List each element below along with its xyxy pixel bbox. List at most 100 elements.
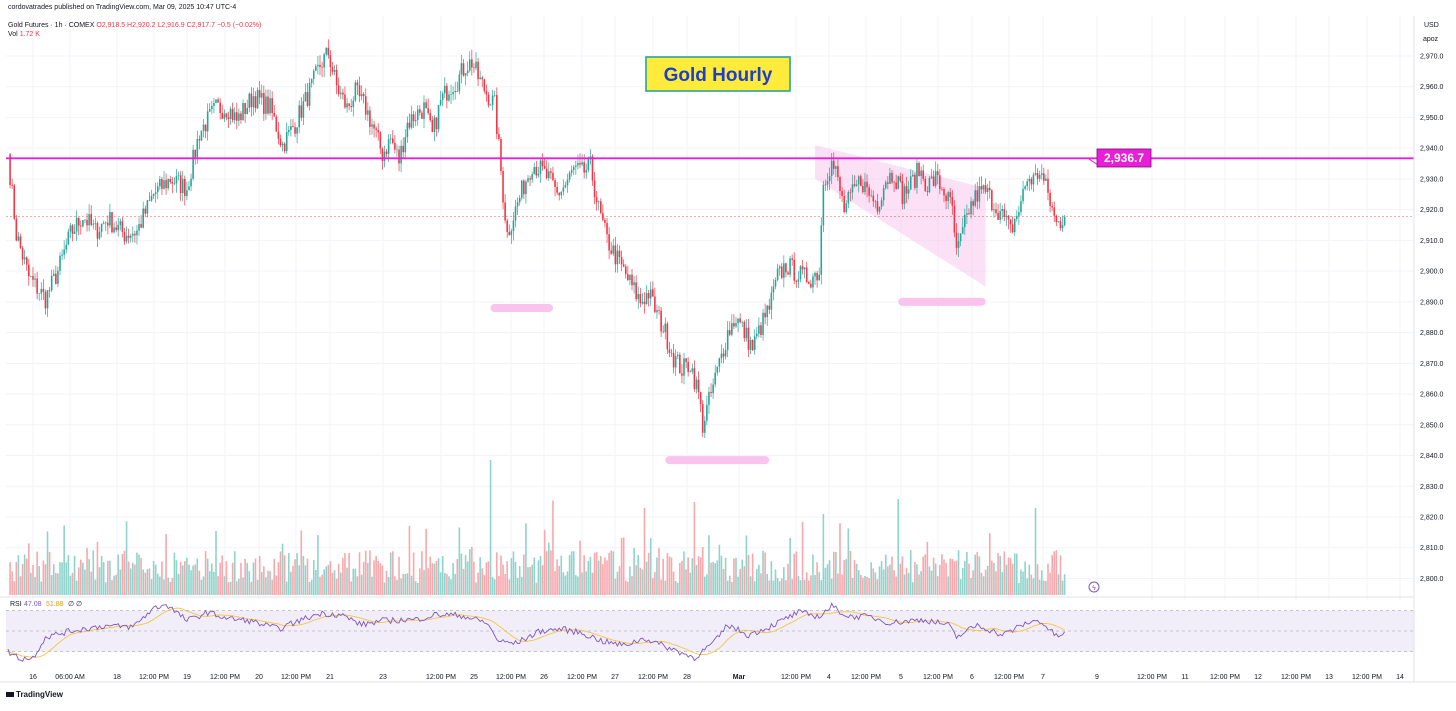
candle-body [290,126,292,131]
volume-bar [770,561,773,595]
candle-body [312,70,315,79]
candle-body [498,134,500,140]
candle-body [988,187,991,191]
candle-body [1043,173,1045,181]
candle-body [610,250,612,254]
volume-bar [550,550,552,595]
volume-bar [633,547,635,595]
volume-bar [441,555,444,595]
volume-bar [215,530,217,595]
volume-bar [346,567,348,595]
candle-body [810,283,812,288]
volume-bar [1003,551,1006,595]
candle-body [500,139,502,172]
candle-body [466,70,469,74]
candle-body [211,105,213,110]
volume-bar [600,555,602,595]
time-tick-label: 12:00 PM [1210,674,1240,681]
candle-body [945,195,947,202]
volume-bar [129,568,132,595]
candle-body [743,322,746,339]
candle-body [830,160,833,177]
volume-bar [606,560,608,595]
candle-body [747,327,750,350]
volume-bar [57,573,59,595]
volume-bar [231,562,234,595]
volume-bar [107,560,109,595]
volume-bar [531,564,533,595]
volume-bar [920,570,922,595]
time-tick-label: 14 [1396,674,1404,681]
candle-body [196,139,199,158]
candle-body [570,169,573,173]
candle-body [785,263,787,273]
volume-bar [458,527,461,595]
candle-body [529,178,531,180]
volume-bar [381,565,384,595]
time-tick-label: 19 [183,674,191,681]
price-tick-label: 2,840.0 [1420,453,1443,460]
candle-body [558,192,560,196]
volume-bar [882,569,885,595]
candle-body [204,124,207,132]
volume-bar [706,574,708,595]
candle-body [30,275,32,277]
volume-bar [389,552,392,595]
volume-bar [435,561,438,595]
candle-body [550,171,552,173]
candle-body [710,391,712,394]
tradingview-logo[interactable]: TradingView [6,690,63,699]
volume-bar [666,553,669,595]
candle-body [25,257,28,265]
volume-bar [895,576,897,595]
candle-body [516,202,519,207]
volume-bar [641,569,644,595]
candle-body [263,92,265,114]
candle-body [735,323,737,327]
candle-body [643,301,646,304]
candle-body [868,187,870,196]
candle-body [737,318,739,324]
volume-bar [171,577,174,595]
volume-bar [787,563,789,595]
candle-body [860,176,862,186]
candle-body [726,330,729,351]
candle-body [419,109,421,113]
volume-bar [701,547,704,595]
symbol-name[interactable]: Gold Futures · 1h · COMEX [8,22,95,29]
candle-body [198,139,201,141]
volume-bar [988,533,991,595]
volume-bar [142,569,144,595]
candle-body [389,138,392,140]
support-marker [665,456,770,465]
scale-mode[interactable]: apoz [1423,36,1439,43]
candle-body [770,292,773,310]
candle-body [689,371,692,373]
candle-body [373,124,375,129]
volume-bar [219,562,221,595]
volume-bar [874,572,877,595]
volume-bar [429,556,432,595]
volume-bar [96,541,99,595]
volume-bar [477,572,479,595]
volume-bar [704,576,706,595]
volume-bar [288,553,290,595]
candle-body [920,170,922,177]
volume-bar [265,577,267,595]
volume-bar [878,566,881,595]
volume-bar [766,573,768,595]
volume-bar [780,578,783,595]
candle-body [753,336,756,350]
candle-body [154,192,157,194]
candle-body [485,91,488,95]
candle-body [512,220,515,232]
candle-body [533,166,536,175]
volume-bar [179,561,182,595]
volume-bar [747,554,750,595]
volume-bar [125,521,128,595]
candle-body [304,92,307,102]
candle-body [897,176,900,189]
volume-bar [410,575,413,595]
